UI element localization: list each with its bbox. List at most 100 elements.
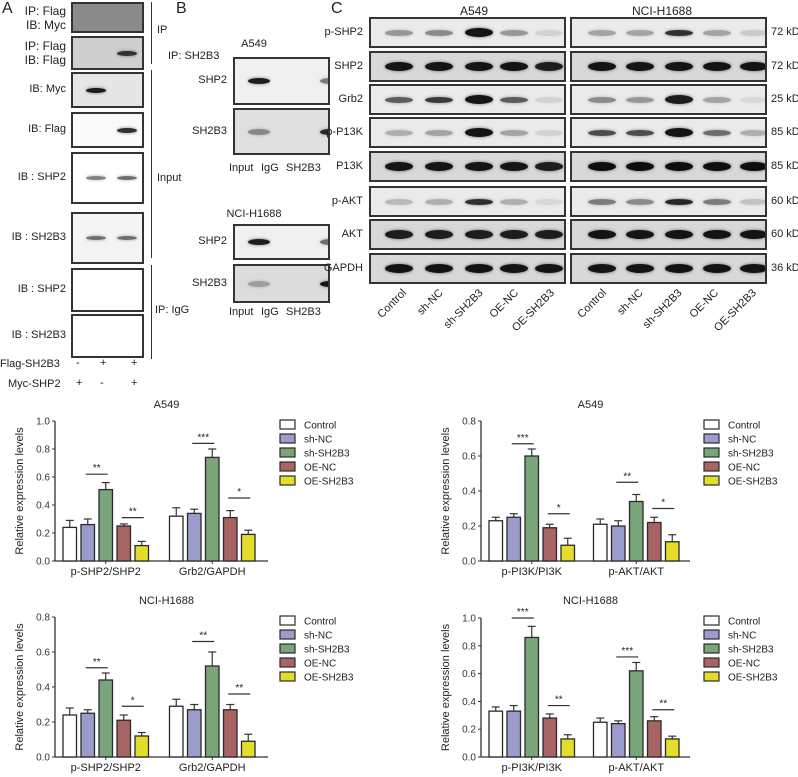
blot-row-label: IB : SHP2 <box>17 283 66 295</box>
legend-label: Control <box>304 617 336 628</box>
bar <box>542 527 558 562</box>
blot-band <box>703 162 731 171</box>
bar <box>98 679 114 758</box>
blot-band <box>465 264 493 273</box>
blot-band <box>248 280 270 287</box>
lane-label: Input <box>229 306 254 318</box>
bar <box>592 523 608 562</box>
blot-row-label: SHP2 <box>198 235 227 247</box>
chart-legend: Control sh-NC sh-SH2B3 OE-NC OE-SH2B3 <box>279 615 354 684</box>
bar <box>488 520 504 562</box>
significance-label: ** <box>93 463 101 474</box>
blot-band <box>500 129 528 136</box>
blot-a549 <box>369 17 566 48</box>
blot-row-label: p-P13K <box>326 126 363 138</box>
blot-band <box>703 62 731 71</box>
blot-band <box>385 62 413 71</box>
blot-band <box>425 162 453 171</box>
kda-label: 85 kDa <box>771 126 798 138</box>
cell-line-title: NCI-H1688 <box>226 208 282 220</box>
blot-h1688 <box>570 253 767 284</box>
panel-a-letter: A <box>2 0 13 17</box>
bar <box>186 512 202 562</box>
y-tick-label: 0.2 <box>462 725 476 736</box>
condition-label: Flag-SH2B3 <box>0 358 60 370</box>
blot-band <box>703 264 731 273</box>
blot-band <box>740 198 765 205</box>
legend-swatch <box>703 433 720 444</box>
bar <box>134 544 150 562</box>
significance-label: *** <box>197 432 209 443</box>
blot-band <box>117 176 137 180</box>
legend-swatch <box>279 433 296 444</box>
bar <box>222 516 238 562</box>
legend-label: Control <box>728 421 760 432</box>
legend-swatch <box>279 657 296 668</box>
blot-band <box>740 62 765 71</box>
blot-band <box>465 95 493 104</box>
blot-band <box>665 62 693 71</box>
legend-label: OE-SH2B3 <box>728 673 778 684</box>
blot-band <box>465 162 493 171</box>
panel-b-blot <box>233 57 330 105</box>
chart-title: NCI-H1688 <box>139 595 194 607</box>
blot-band <box>626 96 654 103</box>
blot-band <box>425 129 453 136</box>
panel-b-letter: B <box>176 0 187 17</box>
blot-band <box>385 129 413 136</box>
bar <box>62 526 78 562</box>
bar <box>240 533 256 562</box>
bar <box>524 636 540 758</box>
kda-label: 25 kDa <box>771 93 798 105</box>
blot-band <box>665 95 693 104</box>
bar <box>222 709 238 758</box>
blot-band <box>385 264 413 273</box>
legend-swatch <box>703 447 720 458</box>
blot-band <box>500 198 528 205</box>
chart-title: A549 <box>578 399 604 411</box>
blot-a549 <box>369 84 566 115</box>
panel-a-blot <box>71 212 144 264</box>
blot-row-label: p-SHP2 <box>324 26 363 38</box>
bar-chart-1: A549 Relative expression levels 0.0 0.2 0.4 0… <box>14 399 354 578</box>
blot-band <box>626 162 654 171</box>
blot-row-label: IB : SH2B3 <box>11 329 66 341</box>
blot-a549 <box>369 151 566 182</box>
bar <box>664 738 680 758</box>
blot-band <box>425 62 453 71</box>
kda-label: 72 kDa <box>771 26 798 38</box>
blot-band <box>626 264 654 273</box>
y-tick-label: 0.0 <box>462 557 476 568</box>
blot-band <box>665 128 693 137</box>
legend-swatch <box>703 671 720 682</box>
y-axis-label: Relative expression levels <box>14 427 26 555</box>
panel-b-blot <box>233 264 330 303</box>
blot-band <box>86 176 106 180</box>
blot-band <box>626 129 654 136</box>
kda-label: 85 kDa <box>771 160 798 172</box>
blot-band <box>588 264 616 273</box>
blot-band <box>425 96 453 103</box>
chart-title: NCI-H1688 <box>563 595 618 607</box>
blot-band <box>588 198 616 205</box>
blot-row-label: IB: Flag <box>24 53 66 67</box>
x-tick-label: Grb2/GAPDH <box>179 762 246 774</box>
panel-c-letter: C <box>331 0 343 17</box>
y-tick-label: 0.8 <box>462 417 476 428</box>
bar <box>664 541 680 562</box>
blot-row-label: IP: Flag <box>24 39 66 53</box>
bar <box>524 455 540 562</box>
panel-a-blot <box>71 2 144 33</box>
blot-band <box>465 128 493 137</box>
x-tick-label: p-SHP2/SHP2 <box>71 566 141 578</box>
blot-band <box>703 29 731 36</box>
legend-label: sh-NC <box>728 435 756 446</box>
ip-bracket <box>151 2 152 64</box>
significance-label: ** <box>623 471 631 482</box>
blot-band <box>535 96 563 103</box>
blot-row-label: Grb2 <box>338 93 363 105</box>
blot-a549 <box>369 219 566 250</box>
blot-band <box>320 280 328 287</box>
bar-chart-2: A549 Relative expression levels 0.0 0.2 0.4 0… <box>440 399 778 578</box>
